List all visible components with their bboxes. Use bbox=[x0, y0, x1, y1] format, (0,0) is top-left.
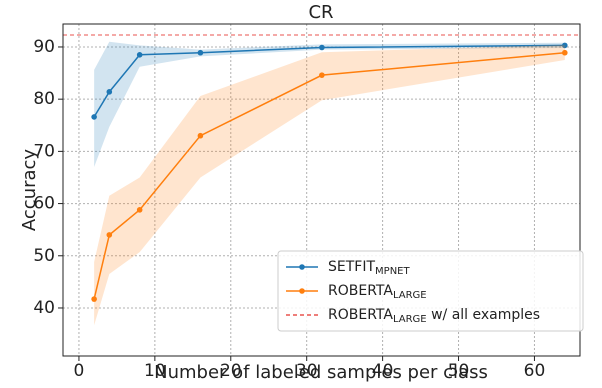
y-tick-label: 70 bbox=[33, 141, 55, 161]
data-point bbox=[562, 42, 568, 49]
data-point bbox=[197, 49, 204, 56]
y-tick-label: 40 bbox=[33, 298, 55, 318]
legend-subscript: LARGE bbox=[393, 290, 427, 301]
x-tick-label: 50 bbox=[448, 361, 470, 381]
legend-marker bbox=[299, 288, 305, 294]
legend-box bbox=[277, 250, 584, 332]
legend-label: ROBERTALARGE bbox=[328, 283, 427, 301]
x-tick-label: 10 bbox=[144, 361, 166, 381]
y-tick-label: 50 bbox=[33, 246, 55, 266]
confidence-band bbox=[94, 44, 565, 326]
data-point bbox=[91, 114, 97, 120]
chart-title: CR bbox=[308, 2, 333, 23]
y-tick-label: 60 bbox=[33, 194, 55, 214]
legend-name: ROBERTA bbox=[328, 307, 393, 323]
series-line bbox=[93, 51, 565, 300]
x-tick-label: 20 bbox=[220, 361, 242, 381]
data-point bbox=[319, 72, 325, 78]
legend-suffix: w/ all examples bbox=[427, 307, 540, 323]
legend-subscript: LARGE bbox=[393, 314, 427, 325]
legend-label: ROBERTALARGE w/ all examples bbox=[328, 307, 540, 325]
series-line bbox=[93, 44, 565, 118]
plot-frame bbox=[62, 23, 581, 357]
legend-subscript: MPNET bbox=[375, 266, 410, 277]
x-tick-label: 0 bbox=[74, 361, 85, 381]
data-point bbox=[197, 132, 204, 139]
data-point bbox=[106, 232, 113, 238]
data-point bbox=[562, 49, 568, 56]
data-point bbox=[319, 44, 325, 51]
x-tick-label: 40 bbox=[372, 361, 394, 381]
y-tick-label: 80 bbox=[33, 89, 55, 109]
data-point bbox=[106, 89, 113, 95]
x-tick-label: 60 bbox=[524, 361, 546, 381]
x-axis-label: Number of labeled samples per class bbox=[154, 362, 488, 383]
legend-marker bbox=[299, 264, 305, 270]
y-tick-label: 90 bbox=[33, 37, 55, 57]
data-point bbox=[91, 296, 97, 302]
y-axis-label: Accuracy bbox=[19, 149, 40, 232]
legend-name: ROBERTA bbox=[328, 283, 393, 299]
data-point bbox=[136, 207, 143, 213]
legend-label: SETFITMPNET bbox=[328, 259, 410, 277]
x-tick-label: 30 bbox=[296, 361, 318, 381]
data-point bbox=[136, 51, 143, 58]
legend-name: SETFIT bbox=[328, 259, 375, 275]
